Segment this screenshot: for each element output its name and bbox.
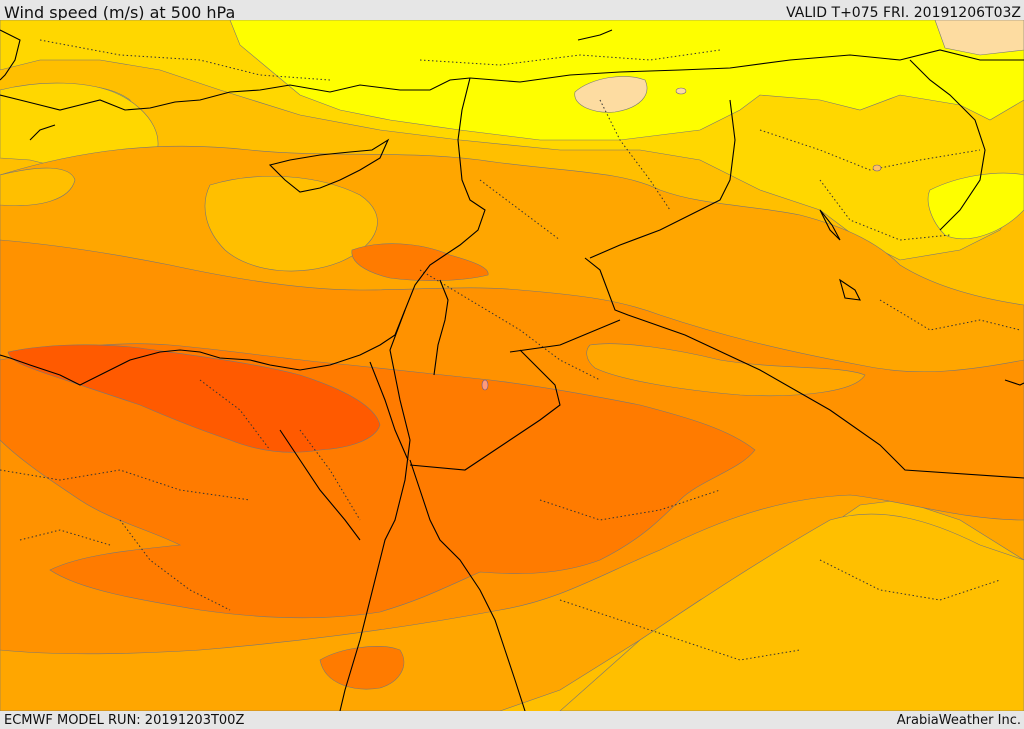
field-amber-west (0, 167, 76, 206)
field-peach-1 (574, 76, 648, 113)
map-title: Wind speed (m/s) at 500 hPa (4, 3, 236, 22)
field-peach-2 (934, 20, 1024, 56)
coastlines (0, 29, 1024, 711)
field-dark-orange-south (319, 646, 405, 690)
header-bar (0, 0, 1024, 20)
admin-boundaries (0, 39, 1021, 661)
field-light-yellow-ne (927, 172, 1024, 240)
field-amber-south (559, 513, 1024, 711)
credit-label: ArabiaWeather Inc. (896, 713, 1021, 728)
wind-speed-map (0, 20, 1024, 711)
field-light-orange-pocket (586, 343, 866, 397)
valid-time-label: VALID T+075 FRI. 20191206T03Z (786, 5, 1021, 21)
field-amber-central (204, 175, 378, 272)
inland-water (481, 87, 882, 391)
field-dark-orange-north (351, 243, 489, 281)
footer-bar (0, 711, 1024, 729)
field-red-orange (7, 344, 381, 453)
model-run-label: ECMWF MODEL RUN: 20191203T00Z (4, 713, 245, 728)
